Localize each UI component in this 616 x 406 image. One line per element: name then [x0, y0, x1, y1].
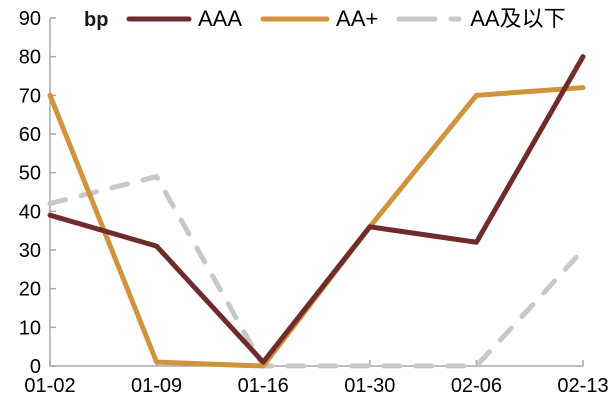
legend-line-swatch-aa-plus — [260, 16, 330, 22]
series-line-AAA — [47, 54, 586, 365]
legend-item-aa-plus: AA+ — [260, 5, 378, 33]
y-tick-label: 90 — [19, 8, 41, 30]
x-tick-label: 01-09 — [131, 375, 182, 397]
legend: AAA AA+ AA及以下 — [126, 5, 566, 33]
x-tick-label: 01-16 — [238, 375, 289, 397]
y-tick-label: 20 — [19, 279, 41, 301]
legend-item-aa-below: AA及以下 — [396, 5, 566, 33]
y-tick-label: 10 — [19, 317, 41, 339]
y-tick-label: 0 — [30, 356, 41, 378]
x-tick-label: 02-13 — [557, 375, 608, 397]
y-tick-label: 70 — [19, 85, 41, 107]
legend-line-swatch-aaa — [126, 16, 192, 22]
legend-label-aa-plus: AA+ — [336, 6, 379, 31]
y-tick-label: 30 — [19, 240, 41, 262]
y-tick-label: 50 — [19, 163, 41, 185]
x-tick-label: 02-06 — [451, 375, 502, 397]
series-line-AA及以下 — [47, 174, 586, 369]
x-tick-label: 01-30 — [344, 375, 395, 397]
legend-item-aaa: AAA — [126, 5, 242, 33]
legend-label-aaa: AAA — [198, 6, 243, 31]
series-line-AA+ — [47, 85, 586, 369]
y-axis-unit-label: bp — [84, 9, 109, 31]
legend-dashed-swatch-aa-below — [396, 16, 464, 22]
y-tick-label: 80 — [19, 47, 41, 69]
y-tick-label: 60 — [19, 124, 41, 146]
x-tick-label: 01-02 — [24, 375, 75, 397]
legend-label-aa-below: AA及以下 — [470, 6, 566, 31]
y-tick-label: 40 — [19, 201, 41, 223]
